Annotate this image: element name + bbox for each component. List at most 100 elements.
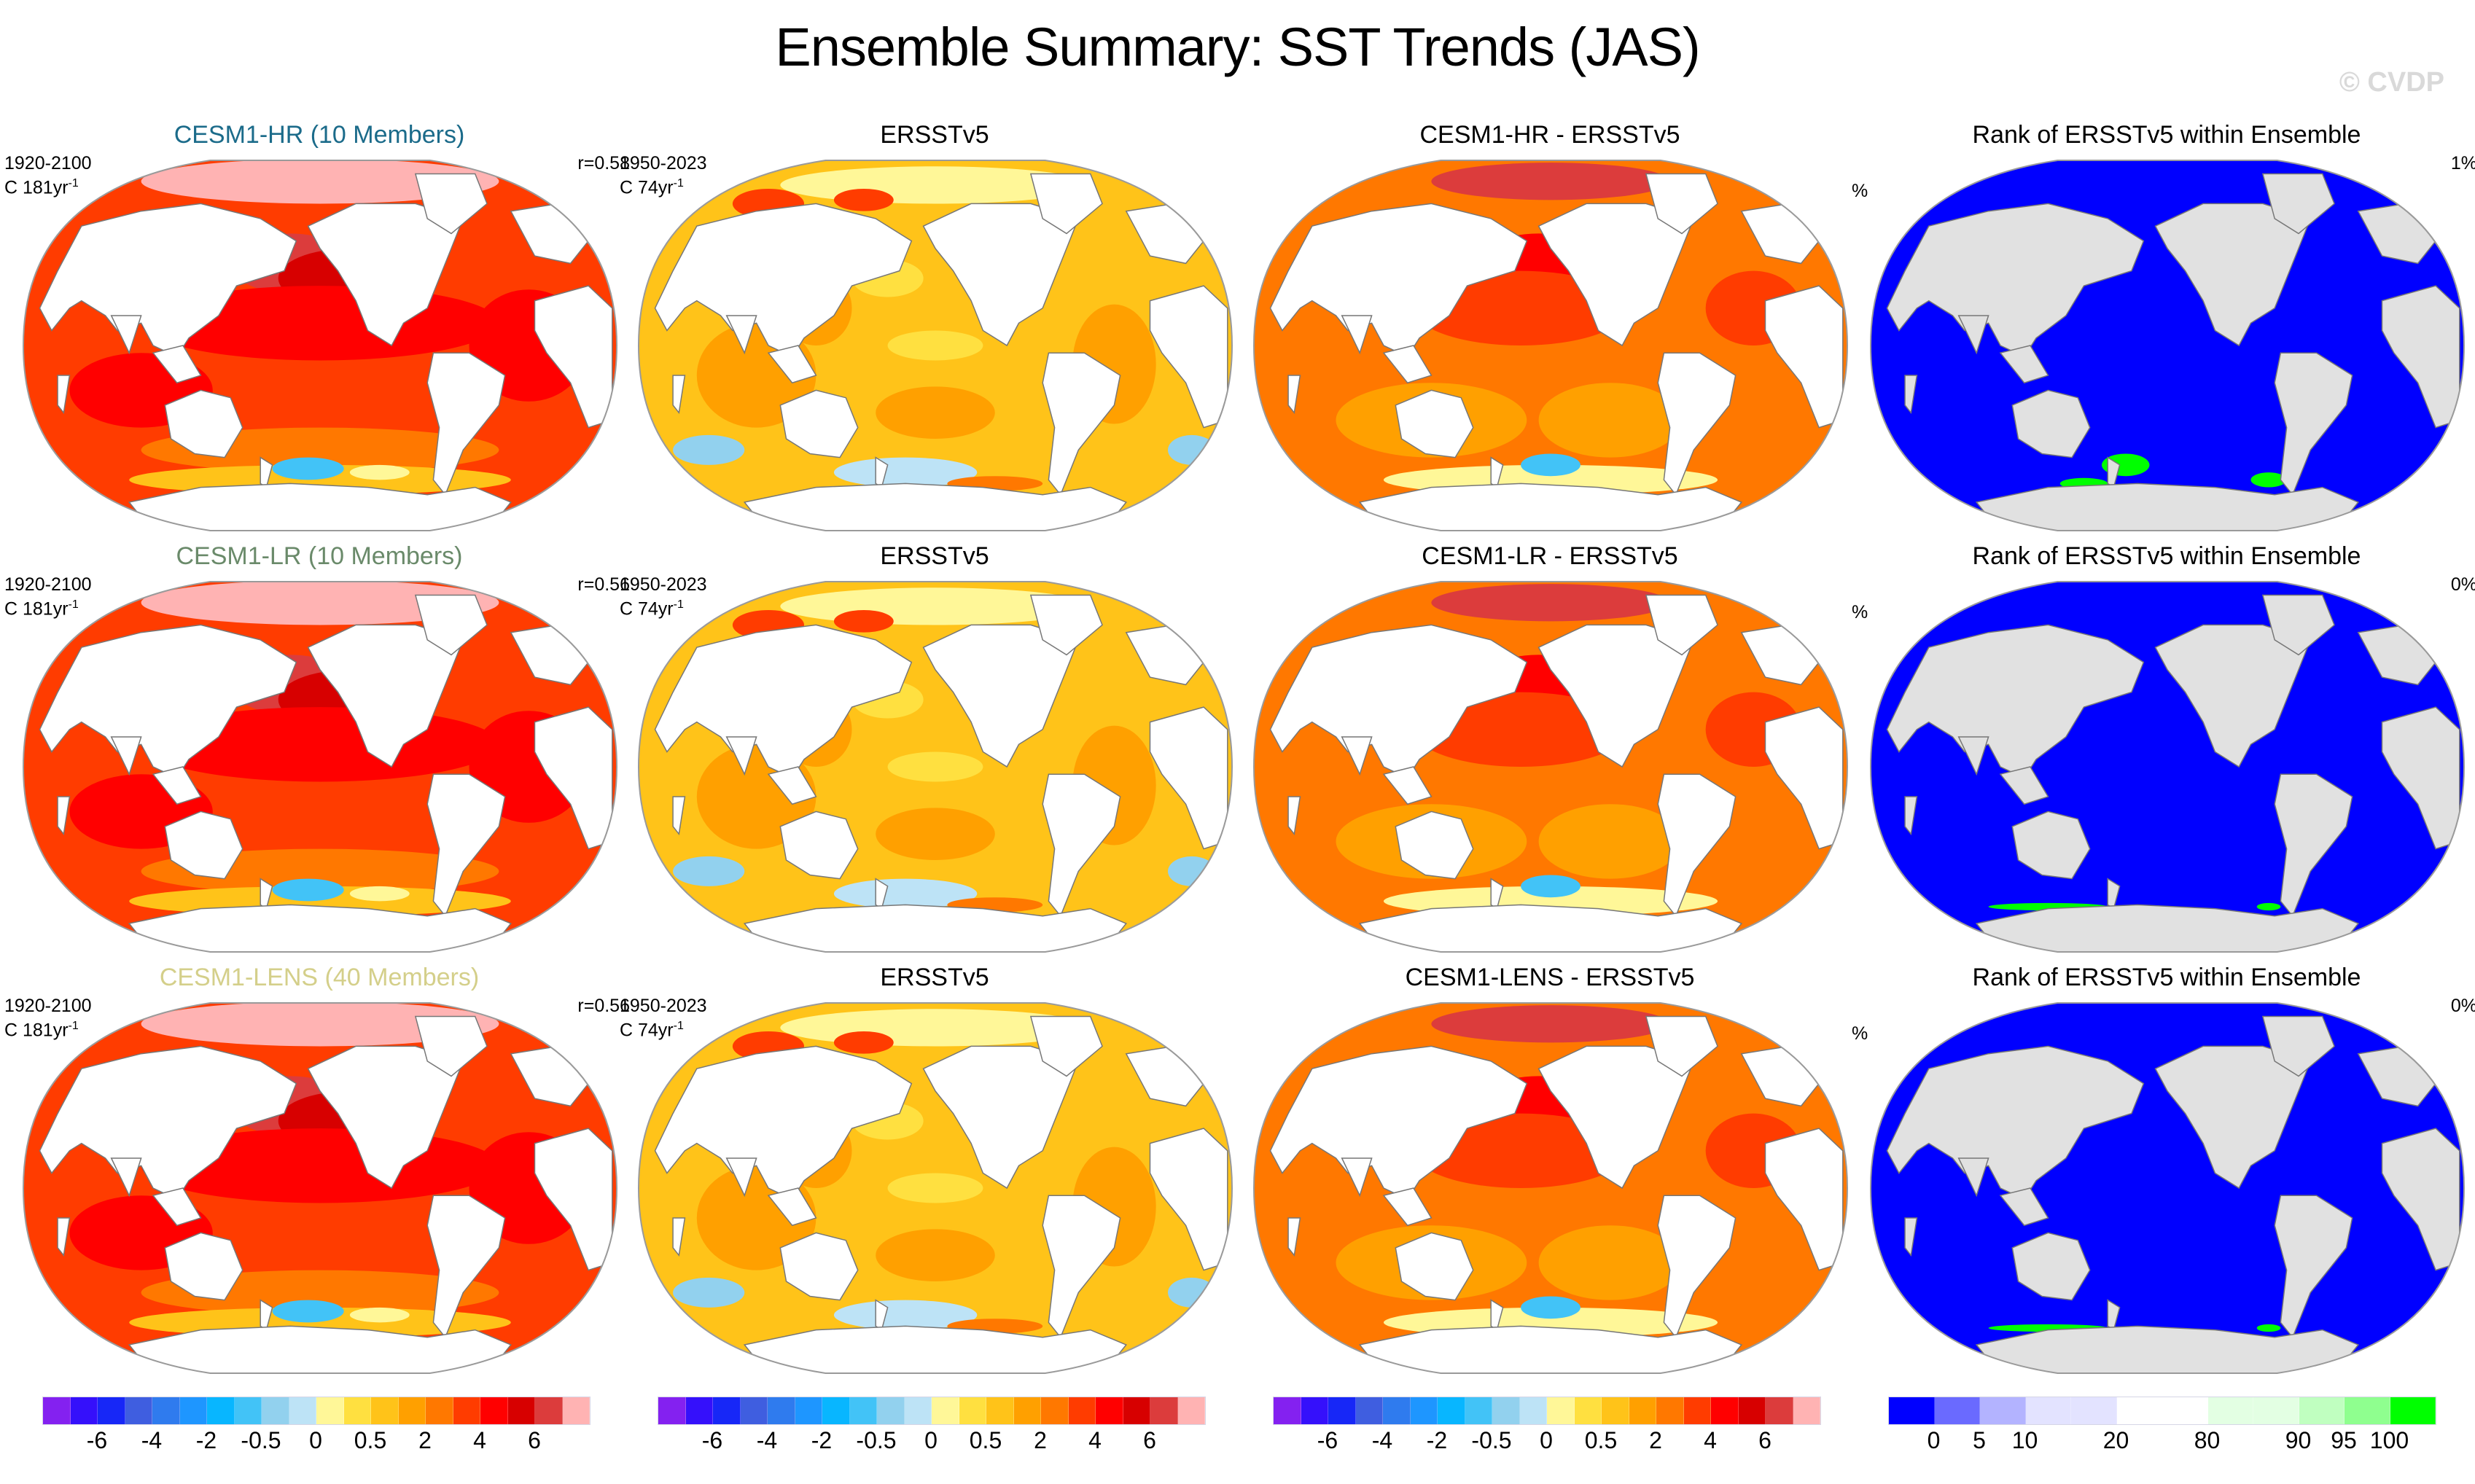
land-northam (922, 1045, 1080, 1190)
rank-high-patch (2256, 1324, 2281, 1332)
colorbar-tick-label: -4 (141, 1427, 163, 1453)
trend-exponent: -1 (68, 598, 79, 611)
land-southam (1042, 1195, 1121, 1339)
land-southam (426, 1195, 506, 1339)
colorbar-tick-label: -2 (811, 1427, 833, 1453)
colorbar-tick-label: 6 (1143, 1427, 1156, 1453)
land-northam (307, 1045, 464, 1190)
land-madagascar (57, 1217, 71, 1257)
trend-contour-patch (141, 582, 499, 625)
rank-area-percent-label: 0% (2450, 574, 2475, 595)
land-southam (426, 352, 506, 496)
trend-contour-patch (141, 160, 499, 204)
map-diff (1252, 160, 1849, 531)
rank-area-percent-label: 1% (2450, 153, 2475, 173)
colorbar-tick-label: 0.5 (1584, 1427, 1618, 1453)
map-diff (1252, 581, 1849, 953)
colorbar-box (986, 1397, 1014, 1424)
land-greenland (2261, 594, 2335, 656)
colorbar-box (1711, 1397, 1739, 1424)
trend-period-label: 1950-2023 C 74yr-1 (620, 153, 707, 198)
land-southam (2274, 773, 2353, 918)
trend-period-label: 1920-2100 C 181yr-1 (4, 996, 92, 1040)
colorbar-tick-label: 6 (1758, 1427, 1772, 1453)
colorbar-box (2162, 1397, 2208, 1424)
land-africa (1764, 285, 1844, 429)
land-greenland (2261, 1015, 2335, 1077)
colorbar-tick-label: 80 (2194, 1427, 2221, 1453)
colorbar-tick-label: -0.5 (241, 1427, 281, 1453)
land-antarctica (128, 904, 512, 952)
trend-contour-patch (1521, 875, 1581, 898)
land-madagascar (1904, 796, 1918, 836)
land-greenland (2261, 173, 2335, 235)
colorbar-tick-label: -0.5 (1471, 1427, 1512, 1453)
land-africa (2381, 706, 2460, 850)
trend-contour-patch (1521, 1296, 1581, 1319)
land-greenland (1645, 594, 1718, 656)
trend-contour-patch (887, 751, 983, 782)
land-india (725, 736, 757, 776)
trend-contour-patch (833, 457, 978, 488)
map-outline (22, 581, 618, 953)
colorbar-tick-label: 100 (2369, 1427, 2409, 1453)
trend-exponent: -1 (673, 177, 684, 190)
colorbar-box (1274, 1397, 1301, 1424)
colorbar-box (2116, 1397, 2162, 1424)
land-northam (922, 624, 1080, 768)
land-greenland (1645, 1015, 1718, 1077)
colorbar-box (398, 1397, 426, 1424)
land-seasia (1382, 1187, 1433, 1227)
rank-units-label: % (1852, 602, 1868, 622)
colorbar-box (234, 1397, 262, 1424)
panel-diff-row3: CESM1-LENS - ERSSTv5 (1244, 964, 1856, 1404)
colorbar-tick-label: 90 (2285, 1427, 2312, 1453)
colorbar-box (1889, 1397, 1935, 1424)
colorbar-box (98, 1397, 125, 1424)
colorbar-tick-label: 0 (924, 1427, 938, 1453)
land-madagascar (1904, 375, 1918, 415)
land-northam (2154, 624, 2312, 768)
colorbar-tick-label: 5 (1973, 1427, 1986, 1453)
trend-units-text: C 74yr (620, 1020, 674, 1041)
colorbar-box (2253, 1397, 2299, 1424)
land-madagascar (1904, 1217, 1918, 1257)
trend-exponent: -1 (68, 1020, 79, 1032)
map-rank (1869, 1002, 2466, 1374)
colorbar-box (453, 1397, 480, 1424)
land-southam (1657, 1195, 1737, 1339)
land-seasia (1382, 766, 1433, 805)
trend-contour-patch (272, 1300, 344, 1323)
panel-title-diff: CESM1-LR - ERSSTv5 (1422, 542, 1678, 570)
colorbar-box (2345, 1397, 2390, 1424)
colorbar-box (1410, 1397, 1438, 1424)
colorbar-boxes (1273, 1397, 1821, 1425)
land-antarctica (1358, 904, 1743, 952)
trend-contour-patch (1538, 1225, 1682, 1300)
trend-contour-patch (272, 878, 344, 902)
colorbar-tick-label: -6 (1317, 1427, 1338, 1453)
land-india (110, 736, 142, 776)
map-obs (637, 1002, 1233, 1374)
land-australia (1395, 811, 1474, 880)
trend-contour-patch (349, 886, 410, 902)
trend-units-text: C 181yr (4, 598, 69, 620)
land-australia (164, 389, 243, 458)
panel-model-row1: CESM1-HR (10 Members) 1920-2100 C 181yr-1 r… (4, 121, 630, 561)
land-northam (1537, 203, 1695, 347)
period-text: 1950-2023 (620, 996, 707, 1016)
land-africa (534, 1128, 613, 1271)
colorbar-box (2025, 1397, 2071, 1424)
land-seasia (152, 345, 202, 384)
land-africa (1764, 706, 1844, 850)
colorbar-box (2390, 1397, 2436, 1424)
land-seasia (152, 1187, 202, 1227)
trend-contour-patch (1413, 692, 1629, 767)
land-northam (2154, 1045, 2312, 1190)
colorbar-box (1934, 1397, 1980, 1424)
colorbar-boxes (42, 1397, 591, 1425)
land-australia (2011, 811, 2091, 880)
colorbar-box (1602, 1397, 1629, 1424)
map-outline (22, 160, 618, 531)
colorbar-box (2207, 1397, 2253, 1424)
